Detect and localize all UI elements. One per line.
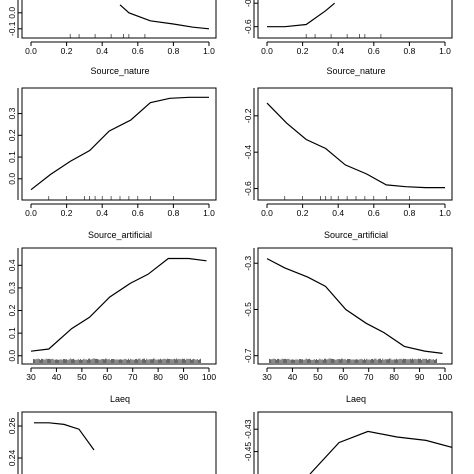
chart-panel-1: -0.1 0.0 0.0 0.2 0.4 0.6 0.8 1.0 Source_nature (7, 0, 217, 76)
series-line (119, 4, 210, 30)
y-tick-label: 0.4 (7, 259, 17, 271)
y-tick-label: 0.0 (7, 7, 17, 19)
chart-panel-7: 0.26 0.24 (7, 411, 217, 474)
x-axis-label: Laeq (346, 394, 366, 404)
x-tick-label: 0.4 (96, 208, 108, 218)
x-tick-label: 70 (364, 372, 374, 382)
y-tick-label: -0.5 (243, 302, 253, 317)
plot-frame (21, 87, 217, 201)
y-tick-label: 0.3 (7, 282, 17, 294)
y-tick-label: -0.4 (243, 145, 253, 160)
x-tick-label: 0.4 (96, 46, 108, 56)
x-tick-label: 0.2 (297, 208, 309, 218)
x-tick-label: 1.0 (203, 46, 215, 56)
series-line (266, 102, 445, 189)
x-tick-label: 40 (52, 372, 62, 382)
x-tick-label: 0.6 (132, 46, 144, 56)
x-tick-label: 0.6 (368, 46, 380, 56)
y-tick-label: 0.1 (7, 327, 17, 339)
x-axis-label: Source_nature (90, 66, 149, 76)
y-tick-label: -0.45 (243, 442, 253, 462)
y-tick-label: 0.26 (7, 417, 17, 434)
y-tick-label: 0.24 (7, 449, 17, 466)
y-tick-label: -0.6 (243, 19, 253, 34)
chart-panel-8: -0.43 -0.45 (243, 411, 453, 474)
y-tick-label: -0.7 (243, 348, 253, 363)
plot-frame (21, 0, 217, 39)
x-tick-label: 30 (26, 372, 36, 382)
x-tick-label: 90 (179, 372, 189, 382)
y-tick-label: -0.1 (7, 21, 17, 36)
x-tick-label: 80 (389, 372, 399, 382)
x-tick-label: 0.0 (25, 208, 37, 218)
x-tick-label: 50 (313, 372, 323, 382)
y-tick-label: -0.6 (243, 181, 253, 196)
series-line (266, 258, 443, 354)
x-tick-label: 70 (128, 372, 138, 382)
series-line (30, 96, 209, 191)
series-line (30, 257, 207, 352)
x-tick-label: 60 (103, 372, 113, 382)
x-tick-label: 0.8 (403, 208, 415, 218)
x-axis-label: Source_nature (326, 66, 385, 76)
chart-panel-3: 0.0 0.1 0.2 0.3 0.0 0.2 0.4 0.6 0.8 1.0 Source_art… (7, 87, 217, 240)
plot-frame (257, 247, 453, 365)
x-tick-label: 0.2 (61, 208, 73, 218)
x-tick-label: 80 (153, 372, 163, 382)
y-tick-label: 0.2 (7, 304, 17, 316)
x-tick-label: 100 (202, 372, 216, 382)
y-tick-label: 0.0 (7, 350, 17, 362)
x-tick-label: 0.6 (132, 208, 144, 218)
x-tick-label: 0.0 (261, 46, 273, 56)
x-axis-label: Source_artificial (324, 230, 388, 240)
chart-panel-6: -0.7 -0.5 -0.3 30 40 50 60 70 80 90 100 Laeq (243, 247, 453, 404)
x-tick-label: 90 (415, 372, 425, 382)
x-tick-label: 0.8 (167, 46, 179, 56)
chart-panel-5: 0.0 0.1 0.2 0.3 0.4 30 40 50 60 70 80 90 100 Laeq (7, 247, 217, 404)
series-line (309, 430, 452, 474)
series-line (34, 422, 95, 451)
x-tick-label: 1.0 (203, 208, 215, 218)
y-tick-label: 0.2 (7, 129, 17, 141)
x-tick-label: 1.0 (439, 208, 451, 218)
x-tick-label: 0.2 (61, 46, 73, 56)
y-tick-label: 0.1 (7, 151, 17, 163)
plot-frame (21, 247, 217, 365)
y-tick-label: -0.43 (243, 419, 253, 439)
y-tick-label: -0.3 (243, 256, 253, 271)
y-tick-label: 0.3 (7, 107, 17, 119)
plot-frame (257, 411, 453, 474)
x-tick-label: 60 (339, 372, 349, 382)
x-tick-label: 1.0 (439, 46, 451, 56)
x-tick-label: 30 (262, 372, 272, 382)
series-line (267, 2, 335, 28)
x-tick-label: 0.0 (25, 46, 37, 56)
plot-frame (21, 411, 217, 474)
x-tick-label: 0.4 (332, 46, 344, 56)
x-tick-label: 0.8 (403, 46, 415, 56)
x-axis-label: Laeq (110, 394, 130, 404)
plot-frame (257, 0, 453, 39)
chart-panel-2: -0.6 -0 0.0 0.2 0.4 0.6 0.8 1.0 Source_nature (243, 0, 453, 76)
plot-frame (257, 87, 453, 201)
x-tick-label: 50 (77, 372, 87, 382)
x-tick-label: 0.6 (368, 208, 380, 218)
chart-panel-4: -0.6 -0.4 -0.2 0.0 0.2 0.4 0.6 0.8 1.0 Source_art… (243, 87, 453, 240)
y-tick-label: -0 (243, 0, 253, 7)
x-tick-label: 0.2 (297, 46, 309, 56)
x-tick-label: 0.0 (261, 208, 273, 218)
x-tick-label: 0.8 (167, 208, 179, 218)
x-tick-label: 100 (438, 372, 452, 382)
x-tick-label: 0.4 (332, 208, 344, 218)
y-tick-label: 0.0 (7, 173, 17, 185)
x-axis-label: Source_artificial (88, 230, 152, 240)
x-tick-label: 40 (288, 372, 298, 382)
y-tick-label: -0.2 (243, 108, 253, 123)
